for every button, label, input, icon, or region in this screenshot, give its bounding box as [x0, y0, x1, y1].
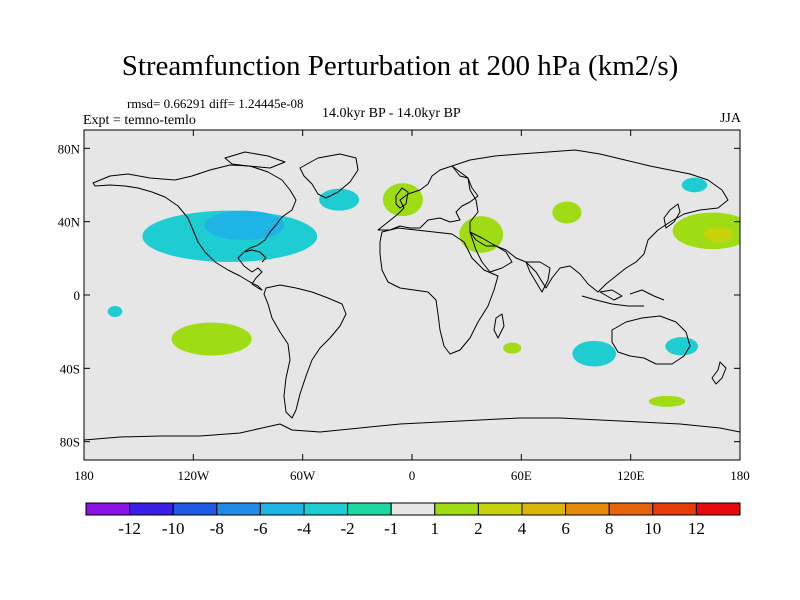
- colorbar-swatch: [434, 502, 479, 516]
- anomaly-region: [204, 210, 285, 240]
- anomaly-region: [572, 340, 617, 367]
- colorbar-swatch: [172, 502, 218, 516]
- anomaly-region: [459, 216, 504, 253]
- anomaly-region: [382, 183, 423, 217]
- chart-title: Streamfunction Perturbation at 200 hPa (…: [121, 50, 679, 82]
- lon-tick-label: 120W: [177, 468, 210, 483]
- coast-new-zealand: [711, 361, 727, 385]
- axes: 80N 40N 0 40S 80S 180 120W 60W 0 60E 120E 180: [58, 130, 750, 483]
- colorbar-swatch: [521, 502, 567, 516]
- coast-japan: [663, 203, 681, 229]
- colorbar-swatch: [608, 502, 654, 516]
- coast-australia: [611, 315, 691, 365]
- coast-south-america: [263, 284, 347, 419]
- map-background: [84, 130, 740, 460]
- colorbar-label: -6: [253, 519, 267, 538]
- season-label: JJA: [719, 111, 741, 126]
- coast-arctic-islands: [224, 151, 286, 169]
- anomaly-region: [171, 322, 252, 356]
- colorbar-label: 6: [561, 519, 570, 538]
- colorbar-swatch: [390, 502, 436, 516]
- lat-tick-label: 40S: [60, 361, 80, 376]
- lat-tick-label: 80S: [60, 435, 80, 450]
- colorbar-swatch: [85, 502, 131, 516]
- colorbar-label: -1: [384, 519, 398, 538]
- colorbar-label: -8: [210, 519, 224, 538]
- lon-tick-label: 120E: [617, 468, 645, 483]
- colorbar-swatch: [303, 502, 349, 516]
- colorbar-swatch: [695, 502, 741, 516]
- coast-madagascar: [493, 313, 505, 339]
- coast-britain: [395, 187, 409, 209]
- colorbar-label: 1: [431, 519, 440, 538]
- anomaly-region: [648, 395, 686, 407]
- colorbar-label: -4: [297, 519, 312, 538]
- coast-antarctica: [84, 417, 740, 441]
- colorbar-swatch: [347, 502, 392, 516]
- coast-gulf-florida: [243, 249, 267, 263]
- colorbar-label: -12: [118, 519, 141, 538]
- anomaly-region: [503, 342, 522, 354]
- colorbar-swatch: [565, 502, 610, 516]
- experiment-label: Expt = temno-temlo: [83, 113, 196, 128]
- lat-tick-label: 40N: [58, 215, 81, 230]
- coast-indonesia: [581, 289, 665, 307]
- colorbar-label: -10: [162, 519, 185, 538]
- coast-arabia: [469, 231, 513, 273]
- anomaly-region: [703, 227, 733, 242]
- coast-greenland: [299, 153, 359, 199]
- lat-tick-label: 0: [74, 288, 81, 303]
- colorbar-label: 8: [605, 519, 614, 538]
- colorbar-label: 4: [518, 519, 527, 538]
- anomaly-region: [665, 337, 699, 356]
- colorbar: -12 -10 -8 -6 -4 -2 -1 1 2 4 6 8 10 12: [85, 502, 741, 538]
- colorbar-swatch: [652, 502, 697, 516]
- coast-asia: [451, 149, 729, 293]
- lon-tick-label: 60W: [290, 468, 316, 483]
- colorbar-label: -2: [341, 519, 355, 538]
- lon-tick-label: 180: [730, 468, 750, 483]
- stats-text: rmsd= 0.66291 diff= 1.24445e-08: [127, 96, 304, 111]
- colorbar-swatch: [216, 502, 261, 516]
- lon-tick-label: 60E: [511, 468, 532, 483]
- lon-tick-label: 180: [74, 468, 94, 483]
- coast-india: [525, 261, 551, 293]
- anomaly-region: [107, 306, 123, 317]
- anomaly-region: [681, 177, 708, 193]
- lat-tick-label: 80N: [58, 141, 81, 156]
- colorbar-label: 10: [644, 519, 661, 538]
- colorbar-swatch: [129, 502, 174, 516]
- colorbar-swatch: [259, 502, 305, 516]
- anomaly-region: [552, 201, 582, 224]
- coast-europe: [377, 165, 479, 231]
- colorbar-label: 12: [688, 519, 705, 538]
- anomaly-region: [319, 188, 360, 211]
- colorbar-label: 2: [474, 519, 483, 538]
- period-label: 14.0kyr BP - 14.0kyr BP: [322, 106, 461, 121]
- colorbar-swatch: [477, 502, 523, 516]
- coast-africa: [379, 227, 499, 355]
- lon-tick-label: 0: [409, 468, 416, 483]
- coastlines: [84, 149, 740, 441]
